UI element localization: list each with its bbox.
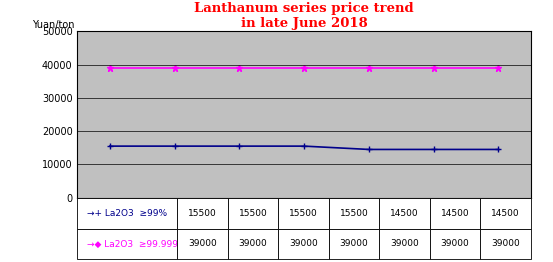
Title: Lanthanum series price trend
in late June 2018: Lanthanum series price trend in late Jun… — [194, 2, 414, 30]
Text: Yuan/ton: Yuan/ton — [32, 20, 75, 30]
Line: La2O3  ≥99%: La2O3 ≥99% — [106, 143, 502, 153]
La2O3  ≥99% — [430, 148, 437, 151]
La2O3  ≥99.999% — [495, 67, 502, 70]
La2O3  ≥99% — [301, 145, 307, 148]
La2O3  ≥99% — [236, 145, 243, 148]
La2O3  ≥99.999% — [107, 67, 113, 70]
La2O3  ≥99.999% — [366, 67, 372, 70]
La2O3  ≥99% — [107, 145, 113, 148]
La2O3  ≥99.999% — [171, 67, 178, 70]
La2O3  ≥99% — [366, 148, 372, 151]
La2O3  ≥99.999% — [430, 67, 437, 70]
La2O3  ≥99% — [495, 148, 502, 151]
La2O3  ≥99.999% — [301, 67, 307, 70]
La2O3  ≥99% — [171, 145, 178, 148]
La2O3  ≥99.999% — [236, 67, 243, 70]
Line: La2O3  ≥99.999%: La2O3 ≥99.999% — [106, 64, 502, 72]
